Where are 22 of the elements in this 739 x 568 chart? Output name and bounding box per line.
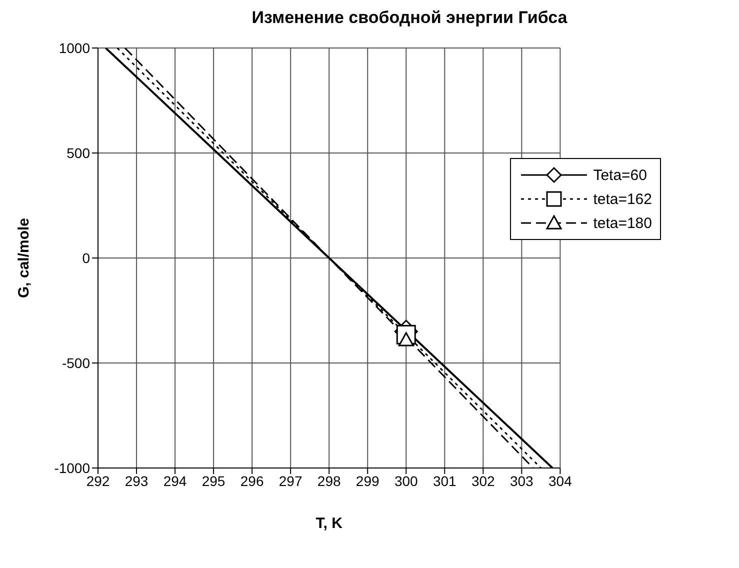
x-tick-label: 294 <box>163 472 187 489</box>
y-tick-label: -500 <box>62 354 90 371</box>
y-axis-title: G, cal/mole <box>15 218 32 298</box>
legend-label: Teta=60 <box>593 166 647 184</box>
legend-label: teta=180 <box>593 214 652 232</box>
x-axis-title: T, K <box>316 515 343 532</box>
x-tick-label: 301 <box>432 472 457 489</box>
x-tick-label: 293 <box>124 472 148 489</box>
x-tick-label: 299 <box>356 472 380 489</box>
legend-label: teta=162 <box>593 190 652 208</box>
y-tick-label: 1000 <box>58 40 90 56</box>
chart-title: Изменение свободной энергии Гибса <box>250 8 568 28</box>
x-tick-label: 295 <box>202 472 226 489</box>
x-tick-label: 300 <box>394 472 418 489</box>
x-tick-label: 304 <box>548 472 572 489</box>
y-tick-label: 0 <box>82 250 90 266</box>
y-tick-label: 500 <box>66 144 90 161</box>
x-tick-label: 302 <box>471 472 496 489</box>
x-tick-label: 298 <box>317 472 341 489</box>
x-tick-label: 303 <box>510 472 534 489</box>
x-tick-label: 297 <box>278 472 302 489</box>
x-tick-label: 296 <box>240 472 264 489</box>
